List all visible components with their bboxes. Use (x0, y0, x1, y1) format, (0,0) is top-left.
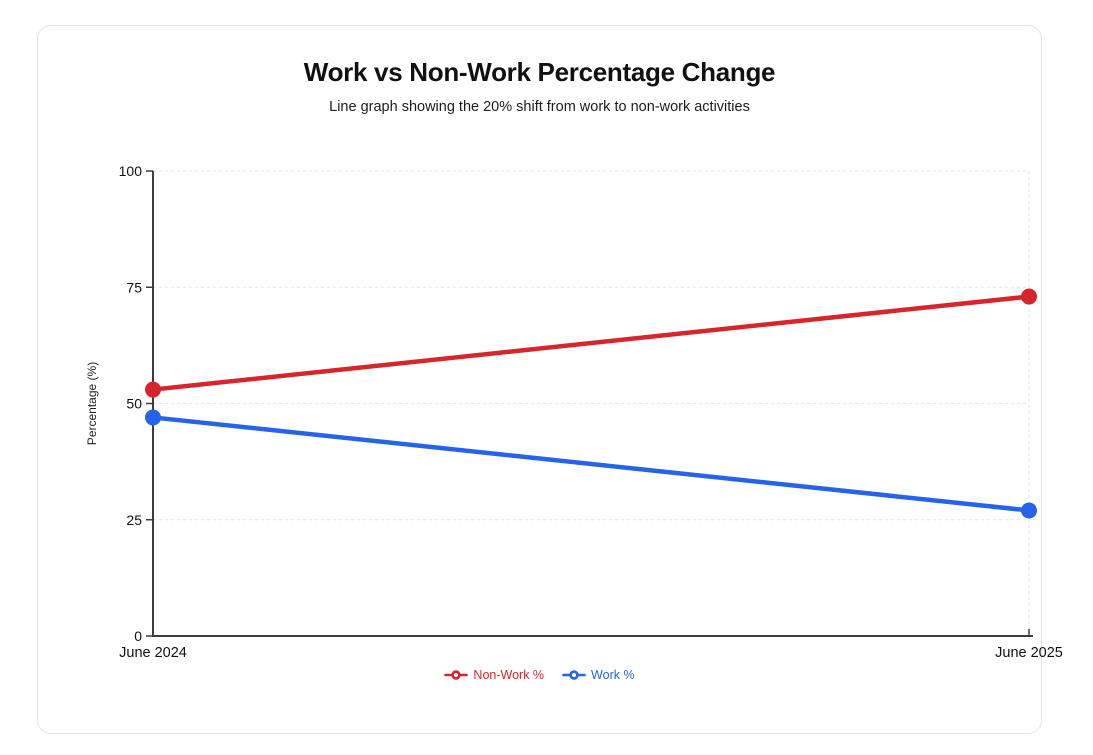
y-tick-label: 100 (119, 163, 143, 179)
legend-item-work[interactable]: Work % (562, 668, 635, 682)
legend-label: Non-Work % (473, 668, 545, 682)
series-line-non-work- (150, 294, 1032, 392)
chart-subtitle: Line graph showing the 20% shift from wo… (329, 99, 750, 115)
y-tick-label: 50 (126, 396, 142, 412)
x-tick-label: June 2025 (995, 645, 1063, 661)
chart-title: Work vs Non-Work Percentage Change (303, 57, 776, 87)
data-point[interactable] (1021, 288, 1037, 305)
data-point[interactable] (145, 409, 161, 426)
chart-card: Work vs Non-Work Percentage Change Line … (37, 25, 1063, 734)
data-point[interactable] (145, 381, 161, 398)
line-chart: 0 25 50 75 100 June 2024 June 2025 Percentage (… (85, 163, 1063, 661)
series-line-work- (150, 415, 1032, 513)
legend-item-non-work[interactable]: Non-Work % (444, 668, 544, 682)
x-tick-label: June 2024 (119, 645, 187, 661)
y-tick-label: 0 (134, 628, 142, 644)
y-tick-label: 75 (126, 279, 142, 295)
legend-label: Work % (591, 668, 635, 682)
y-tick-label: 25 (126, 512, 142, 528)
data-point[interactable] (1021, 502, 1037, 519)
y-axis-title: Percentage (%) (85, 362, 99, 445)
legend-line-circle-icon (444, 670, 469, 680)
legend-line-circle-icon (562, 670, 586, 680)
chart-legend: Non-Work % Work % (38, 668, 1041, 682)
